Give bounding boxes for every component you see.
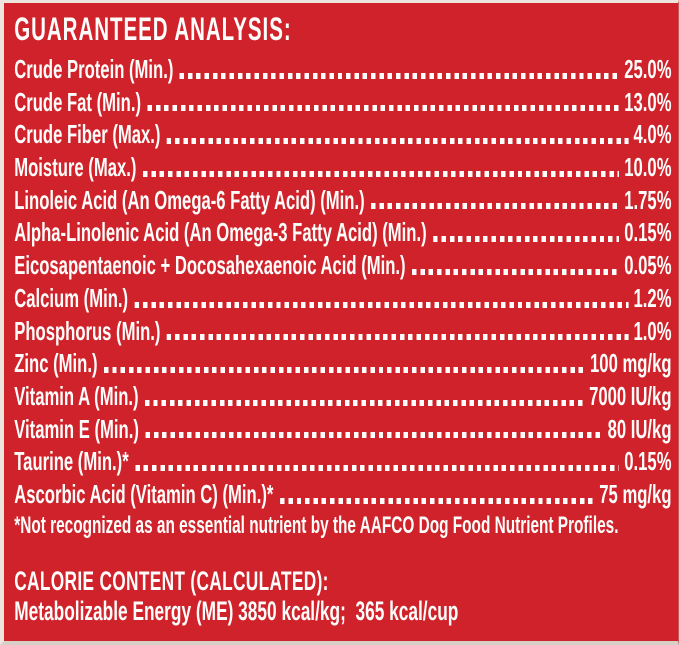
table-row: Eicosapentaenoic + Docosahexaenoic Acid … (14, 249, 671, 282)
label-content: GUARANTEED ANALYSIS: Crude Protein (Min.… (4, 3, 678, 627)
dotted-leader (144, 399, 584, 406)
aafco-footnote: *Not recognized as an essential nutrient… (14, 511, 619, 539)
table-row: Ascorbic Acid (Vitamin C) (Min.)* 75 mg/… (14, 478, 671, 511)
row-value: 75 mg/kg (599, 478, 672, 509)
row-value: 25.0% (624, 54, 672, 84)
dotted-leader (147, 105, 620, 112)
row-value: 4.0% (633, 119, 672, 150)
dotted-leader (142, 170, 620, 177)
row-value: 13.0% (624, 86, 672, 117)
dotted-leader (179, 72, 620, 79)
row-value: 100 mg/kg (590, 348, 672, 379)
table-row: Calcium (Min.) 1.2% (14, 282, 671, 315)
dotted-leader (166, 138, 629, 145)
row-label: Zinc (Min.) (14, 348, 98, 379)
table-row: Zinc (Min.) 100 mg/kg (14, 347, 671, 380)
table-row: Vitamin E (Min.) 80 IU/kg (14, 413, 671, 446)
row-label: Linoleic Acid (An Omega-6 Fatty Acid) (M… (14, 184, 365, 215)
metabolizable-energy-line: Metabolizable Energy (ME) 3850 kcal/kg; … (14, 595, 459, 626)
row-value: 80 IU/kg (607, 413, 672, 444)
table-row: Alpha-Linolenic Acid (An Omega-3 Fatty A… (14, 216, 671, 249)
calorie-content-title: CALORIE CONTENT (CALCULATED): (14, 565, 329, 596)
row-label: Vitamin A (Min.) (14, 380, 139, 411)
row-label: Crude Fiber (Max.) (14, 119, 161, 150)
row-label: Crude Protein (Min.) (14, 54, 174, 84)
row-value: 0.15% (624, 446, 672, 477)
dotted-leader (145, 432, 603, 439)
dotted-leader (433, 236, 620, 243)
row-label: Taurine (Min.)* (14, 446, 129, 477)
row-label: Moisture (Max.) (14, 152, 137, 183)
row-value: 0.15% (624, 217, 672, 248)
row-value: 1.75% (624, 184, 672, 215)
row-label: Alpha-Linolenic Acid (An Omega-3 Fatty A… (14, 217, 427, 248)
guaranteed-analysis-title: GUARANTEED ANALYSIS: (14, 11, 292, 47)
table-row: Moisture (Max.) 10.0% (14, 151, 671, 184)
row-label: Phosphorus (Min.) (14, 315, 161, 346)
dotted-leader (135, 464, 620, 471)
row-value: 7000 IU/kg (589, 380, 672, 411)
row-value: 1.0% (633, 315, 672, 346)
row-value: 1.2% (633, 282, 672, 313)
dotted-leader (166, 334, 629, 341)
table-row: Linoleic Acid (An Omega-6 Fatty Acid) (M… (14, 184, 671, 217)
row-label: Vitamin E (Min.) (14, 413, 139, 444)
table-row: Taurine (Min.)* 0.15% (14, 445, 671, 478)
dotted-leader (412, 268, 620, 275)
row-label: Ascorbic Acid (Vitamin C) (Min.)* (14, 478, 274, 509)
table-row: Crude Fiber (Max.) 4.0% (14, 118, 671, 151)
table-row: Vitamin A (Min.) 7000 IU/kg (14, 380, 671, 413)
dotted-leader (279, 497, 595, 504)
analysis-table: Crude Protein (Min.) 25.0% Crude Fat (Mi… (14, 53, 671, 511)
row-label: Crude Fat (Min.) (14, 86, 142, 117)
dotted-leader (371, 203, 620, 210)
row-label: Eicosapentaenoic + Docosahexaenoic Acid … (14, 250, 406, 281)
row-value: 0.05% (624, 250, 672, 281)
dotted-leader (134, 301, 629, 308)
row-label: Calcium (Min.) (14, 282, 129, 313)
row-value: 10.0% (624, 152, 672, 183)
table-row: Crude Protein (Min.) 25.0% (14, 53, 671, 86)
dotted-leader (103, 366, 585, 373)
table-row: Crude Fat (Min.) 13.0% (14, 86, 671, 119)
table-row: Phosphorus (Min.) 1.0% (14, 315, 671, 348)
